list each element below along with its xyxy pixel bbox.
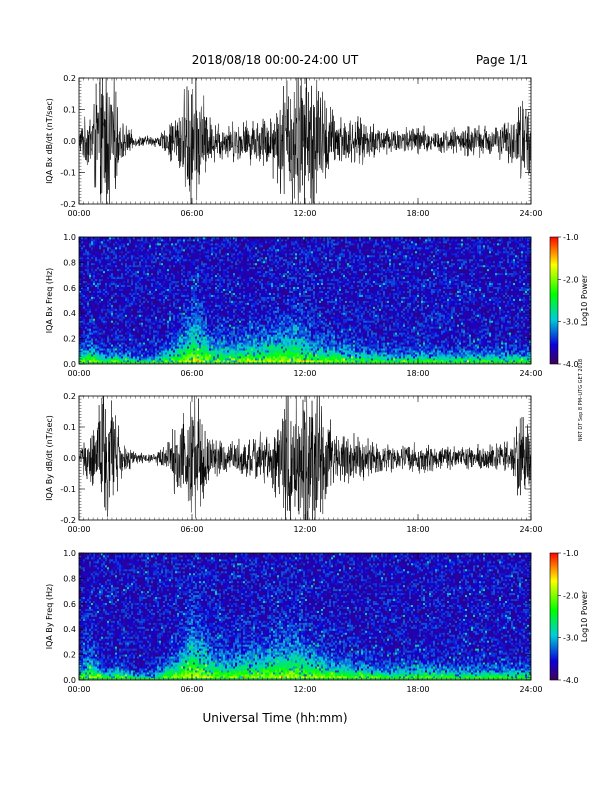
bx-waveform-panel: 00:00 06:00 12:00 18:00 24:00 -0.2 -0.1 0.0 0.1 0… bbox=[45, 74, 543, 218]
by-spectrogram-x-tick-label: 24:00 bbox=[519, 685, 542, 694]
bx-waveform-y-tick-label: 0.2 bbox=[63, 74, 76, 83]
bx-waveform-y-axis-label: IQA Bx dB/dt (nT/sec) bbox=[45, 98, 54, 184]
bx-spectrogram-y-axis-label: IQA Bx Freq (Hz) bbox=[45, 268, 54, 334]
by-waveform-y-tick-label: 0.1 bbox=[63, 423, 76, 432]
bx-waveform-x-tick-label: 00:00 bbox=[67, 209, 90, 218]
by-waveform-x-tick-label: 18:00 bbox=[406, 525, 429, 534]
bx-waveform-x-tick-label: 12:00 bbox=[293, 209, 316, 218]
by-spectrogram-colorbar-tick-label: -4.0 bbox=[563, 676, 579, 685]
by-waveform-x-tick-label: 06:00 bbox=[180, 525, 203, 534]
by-spectrogram-colorbar-tick-label: -2.0 bbox=[563, 591, 579, 600]
bx-spectrogram-colorbar-tick-label: -4.0 bbox=[563, 360, 579, 369]
by-waveform-x-tick-label: 24:00 bbox=[519, 525, 542, 534]
bx-spectrogram-x-tick-label: 06:00 bbox=[180, 369, 203, 378]
by-waveform-trace bbox=[79, 396, 531, 520]
by-spectrogram-y-tick-label: 0.6 bbox=[63, 600, 76, 609]
by-spectrogram-x-tick-label: 18:00 bbox=[406, 685, 429, 694]
by-spectrogram-y-tick-label: 0.4 bbox=[63, 625, 76, 634]
bx-waveform-x-tick-label: 06:00 bbox=[180, 209, 203, 218]
by-spectrogram-y-tick-label: 0.0 bbox=[63, 676, 76, 685]
by-waveform-x-tick-label: 12:00 bbox=[293, 525, 316, 534]
bx-spectrogram-colorbar-tick-label: -1.0 bbox=[563, 233, 579, 242]
bx-waveform-x-tick-label: 18:00 bbox=[406, 209, 429, 218]
figure-title: 2018/08/18 00:00-24:00 UT bbox=[192, 53, 359, 67]
bx-spectrogram-x-tick-label: 24:00 bbox=[519, 369, 542, 378]
by-spectrogram-x-tick-label: 06:00 bbox=[180, 685, 203, 694]
bx-waveform-x-tick-label: 24:00 bbox=[519, 209, 542, 218]
by-waveform-y-tick-label: -0.2 bbox=[60, 516, 76, 525]
bx-waveform-trace bbox=[79, 78, 531, 204]
bx-spectrogram-x-tick-label: 18:00 bbox=[406, 369, 429, 378]
by-waveform-y-axis-label: IQA By dB/dt (nT/sec) bbox=[45, 415, 54, 501]
bx-spectrogram-colorbar-label: Log10 Power bbox=[580, 274, 589, 326]
panels: 00:00 06:00 12:00 18:00 24:00 -0.2 -0.1 0.0 0.1 0… bbox=[45, 74, 589, 694]
by-spectrogram-panel: -1.0 -2.0 -3.0 -4.0 Log10 Power 00:00 06:00 12:… bbox=[45, 549, 589, 694]
bx-waveform-y-tick-label: -0.2 bbox=[60, 200, 76, 209]
by-waveform-y-tick-label: 0.0 bbox=[63, 454, 76, 463]
bx-spectrogram-y-tick-label: 0.4 bbox=[63, 309, 76, 318]
bx-waveform-y-tick-label: -0.1 bbox=[60, 169, 76, 178]
by-spectrogram-x-tick-label: 00:00 bbox=[67, 685, 90, 694]
bx-spectrogram-panel: -1.0 -2.0 -3.0 -4.0 Log10 Power 00:00 06:00 12:… bbox=[45, 233, 589, 378]
bx-spectrogram-colorbar-tick-label: -3.0 bbox=[563, 318, 579, 327]
by-spectrogram-cells bbox=[79, 553, 531, 680]
page-indicator: Page 1/1 bbox=[476, 53, 528, 67]
bx-spectrogram-cells bbox=[79, 237, 531, 364]
bx-spectrogram-colorbar bbox=[549, 236, 559, 365]
side-note: NRT DT Sep 8 PM–UTG GET 2018 bbox=[578, 359, 584, 441]
by-waveform-y-tick-label: -0.1 bbox=[60, 485, 76, 494]
bx-spectrogram-y-tick-label: 0.0 bbox=[63, 360, 76, 369]
bx-spectrogram-x-tick-label: 12:00 bbox=[293, 369, 316, 378]
by-spectrogram-colorbar bbox=[549, 552, 559, 681]
by-spectrogram-x-tick-label: 12:00 bbox=[293, 685, 316, 694]
by-spectrogram-y-tick-label: 0.8 bbox=[63, 574, 76, 583]
bx-waveform-y-tick-label: 0.1 bbox=[63, 106, 76, 115]
by-spectrogram-y-tick-label: 0.2 bbox=[63, 651, 76, 660]
bx-spectrogram-y-tick-label: 0.6 bbox=[63, 284, 76, 293]
x-axis-title: Universal Time (hh:mm) bbox=[202, 711, 347, 725]
by-spectrogram-y-axis-label: IQA By Freq (Hz) bbox=[45, 584, 54, 650]
by-waveform-panel: 00:00 06:00 12:00 18:00 24:00 -0.2 -0.1 0.0 0.1 0… bbox=[45, 392, 543, 534]
bx-spectrogram-y-tick-label: 0.8 bbox=[63, 258, 76, 267]
by-spectrogram-colorbar-tick-label: -3.0 bbox=[563, 634, 579, 643]
bx-spectrogram-colorbar-tick-label: -2.0 bbox=[563, 275, 579, 284]
bx-spectrogram-y-tick-label: 1.0 bbox=[63, 233, 76, 242]
bx-waveform-y-tick-label: 0.0 bbox=[63, 137, 76, 146]
by-waveform-y-tick-label: 0.2 bbox=[63, 392, 76, 401]
by-spectrogram-colorbar-label: Log10 Power bbox=[580, 590, 589, 642]
bx-spectrogram-y-tick-label: 0.2 bbox=[63, 335, 76, 344]
bx-spectrogram-x-tick-label: 00:00 bbox=[67, 369, 90, 378]
by-spectrogram-colorbar-tick-label: -1.0 bbox=[563, 549, 579, 558]
by-waveform-x-tick-label: 00:00 bbox=[67, 525, 90, 534]
by-spectrogram-y-tick-label: 1.0 bbox=[63, 549, 76, 558]
